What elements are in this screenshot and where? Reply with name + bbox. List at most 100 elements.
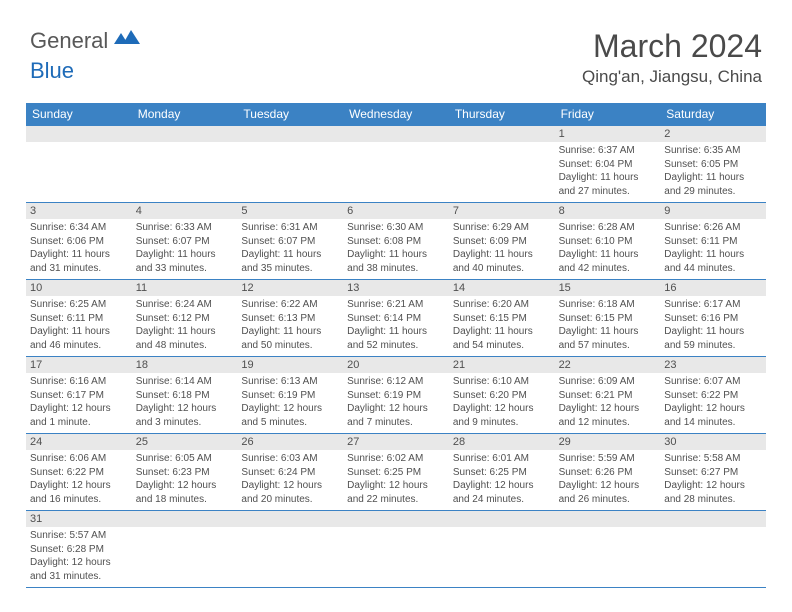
day-number: 10 bbox=[26, 280, 132, 296]
day-detail: Sunrise: 6:18 AMSunset: 6:15 PMDaylight:… bbox=[555, 296, 661, 356]
day-detail bbox=[343, 142, 449, 202]
day-detail: Sunrise: 6:28 AMSunset: 6:10 PMDaylight:… bbox=[555, 219, 661, 279]
day-number: 22 bbox=[555, 357, 661, 373]
day-number: 13 bbox=[343, 280, 449, 296]
day-number: 20 bbox=[343, 357, 449, 373]
day-header: Sunday bbox=[26, 103, 132, 126]
day-detail bbox=[237, 527, 343, 587]
day-number: 6 bbox=[343, 203, 449, 219]
day-number: 27 bbox=[343, 434, 449, 450]
day-detail: Sunrise: 6:25 AMSunset: 6:11 PMDaylight:… bbox=[26, 296, 132, 356]
day-detail: Sunrise: 6:34 AMSunset: 6:06 PMDaylight:… bbox=[26, 219, 132, 279]
day-detail: Sunrise: 6:10 AMSunset: 6:20 PMDaylight:… bbox=[449, 373, 555, 433]
logo: General bbox=[30, 28, 142, 54]
day-number: 17 bbox=[26, 357, 132, 373]
day-detail: Sunrise: 6:21 AMSunset: 6:14 PMDaylight:… bbox=[343, 296, 449, 356]
day-number: 8 bbox=[555, 203, 661, 219]
day-number: 29 bbox=[555, 434, 661, 450]
day-number: 3 bbox=[26, 203, 132, 219]
day-number: 30 bbox=[660, 434, 766, 450]
day-number bbox=[555, 511, 661, 527]
day-detail: Sunrise: 6:06 AMSunset: 6:22 PMDaylight:… bbox=[26, 450, 132, 510]
day-number: 15 bbox=[555, 280, 661, 296]
flag-icon bbox=[114, 30, 140, 53]
logo-text-general: General bbox=[30, 28, 108, 54]
day-detail: Sunrise: 5:58 AMSunset: 6:27 PMDaylight:… bbox=[660, 450, 766, 510]
day-detail: Sunrise: 6:01 AMSunset: 6:25 PMDaylight:… bbox=[449, 450, 555, 510]
day-detail: Sunrise: 6:02 AMSunset: 6:25 PMDaylight:… bbox=[343, 450, 449, 510]
day-number bbox=[237, 511, 343, 527]
location: Qing'an, Jiangsu, China bbox=[582, 67, 762, 87]
day-number: 2 bbox=[660, 126, 766, 142]
day-headers-row: SundayMondayTuesdayWednesdayThursdayFrid… bbox=[26, 103, 766, 126]
day-detail: Sunrise: 6:17 AMSunset: 6:16 PMDaylight:… bbox=[660, 296, 766, 356]
day-number: 31 bbox=[26, 511, 132, 527]
day-detail: Sunrise: 6:26 AMSunset: 6:11 PMDaylight:… bbox=[660, 219, 766, 279]
day-detail: Sunrise: 6:33 AMSunset: 6:07 PMDaylight:… bbox=[132, 219, 238, 279]
day-detail bbox=[449, 142, 555, 202]
day-detail: Sunrise: 6:09 AMSunset: 6:21 PMDaylight:… bbox=[555, 373, 661, 433]
header: General March 2024 Qing'an, Jiangsu, Chi… bbox=[0, 0, 792, 95]
day-header: Monday bbox=[132, 103, 238, 126]
day-header: Tuesday bbox=[237, 103, 343, 126]
day-detail: Sunrise: 6:35 AMSunset: 6:05 PMDaylight:… bbox=[660, 142, 766, 202]
day-detail: Sunrise: 6:03 AMSunset: 6:24 PMDaylight:… bbox=[237, 450, 343, 510]
day-detail: Sunrise: 6:31 AMSunset: 6:07 PMDaylight:… bbox=[237, 219, 343, 279]
day-number: 24 bbox=[26, 434, 132, 450]
day-detail: Sunrise: 6:29 AMSunset: 6:09 PMDaylight:… bbox=[449, 219, 555, 279]
day-detail bbox=[343, 527, 449, 587]
day-number: 5 bbox=[237, 203, 343, 219]
day-number bbox=[343, 511, 449, 527]
day-number: 21 bbox=[449, 357, 555, 373]
day-detail: Sunrise: 6:16 AMSunset: 6:17 PMDaylight:… bbox=[26, 373, 132, 433]
day-detail bbox=[132, 527, 238, 587]
day-number bbox=[343, 126, 449, 142]
day-detail: Sunrise: 6:13 AMSunset: 6:19 PMDaylight:… bbox=[237, 373, 343, 433]
day-number bbox=[132, 511, 238, 527]
day-number: 11 bbox=[132, 280, 238, 296]
day-detail: Sunrise: 6:30 AMSunset: 6:08 PMDaylight:… bbox=[343, 219, 449, 279]
day-detail bbox=[237, 142, 343, 202]
day-number: 18 bbox=[132, 357, 238, 373]
day-header: Wednesday bbox=[343, 103, 449, 126]
day-detail bbox=[660, 527, 766, 587]
month-title: March 2024 bbox=[582, 28, 762, 65]
day-number bbox=[132, 126, 238, 142]
day-detail: Sunrise: 6:22 AMSunset: 6:13 PMDaylight:… bbox=[237, 296, 343, 356]
day-detail: Sunrise: 6:37 AMSunset: 6:04 PMDaylight:… bbox=[555, 142, 661, 202]
day-number: 9 bbox=[660, 203, 766, 219]
day-number: 28 bbox=[449, 434, 555, 450]
day-detail: Sunrise: 6:14 AMSunset: 6:18 PMDaylight:… bbox=[132, 373, 238, 433]
calendar: SundayMondayTuesdayWednesdayThursdayFrid… bbox=[26, 103, 766, 588]
day-number bbox=[449, 511, 555, 527]
day-detail: Sunrise: 6:07 AMSunset: 6:22 PMDaylight:… bbox=[660, 373, 766, 433]
day-number: 12 bbox=[237, 280, 343, 296]
day-header: Saturday bbox=[660, 103, 766, 126]
day-number: 19 bbox=[237, 357, 343, 373]
day-detail bbox=[26, 142, 132, 202]
day-number bbox=[449, 126, 555, 142]
day-detail: Sunrise: 6:20 AMSunset: 6:15 PMDaylight:… bbox=[449, 296, 555, 356]
day-number: 4 bbox=[132, 203, 238, 219]
day-number: 26 bbox=[237, 434, 343, 450]
day-header: Friday bbox=[555, 103, 661, 126]
day-number: 14 bbox=[449, 280, 555, 296]
day-detail: Sunrise: 5:57 AMSunset: 6:28 PMDaylight:… bbox=[26, 527, 132, 587]
day-header: Thursday bbox=[449, 103, 555, 126]
title-block: March 2024 Qing'an, Jiangsu, China bbox=[582, 28, 762, 87]
day-number: 23 bbox=[660, 357, 766, 373]
day-number: 25 bbox=[132, 434, 238, 450]
day-number: 16 bbox=[660, 280, 766, 296]
day-detail bbox=[555, 527, 661, 587]
day-number bbox=[660, 511, 766, 527]
day-number bbox=[26, 126, 132, 142]
day-number: 1 bbox=[555, 126, 661, 142]
day-number bbox=[237, 126, 343, 142]
day-detail bbox=[449, 527, 555, 587]
day-detail: Sunrise: 5:59 AMSunset: 6:26 PMDaylight:… bbox=[555, 450, 661, 510]
weeks-container: 12Sunrise: 6:37 AMSunset: 6:04 PMDayligh… bbox=[26, 126, 766, 588]
day-detail bbox=[132, 142, 238, 202]
logo-text-blue: Blue bbox=[30, 58, 74, 83]
day-detail: Sunrise: 6:24 AMSunset: 6:12 PMDaylight:… bbox=[132, 296, 238, 356]
day-detail: Sunrise: 6:12 AMSunset: 6:19 PMDaylight:… bbox=[343, 373, 449, 433]
